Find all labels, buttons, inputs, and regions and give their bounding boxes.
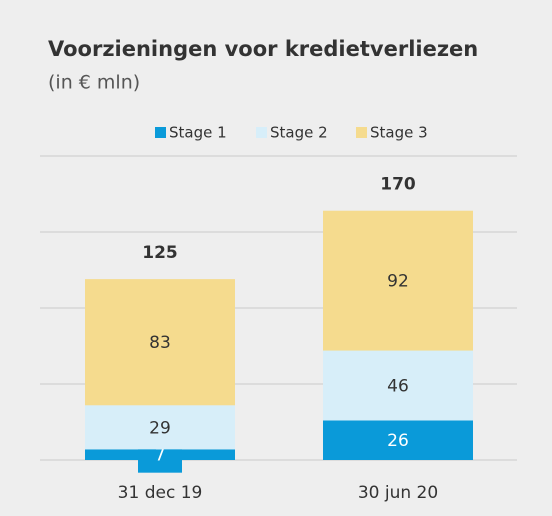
bar-segment xyxy=(323,420,473,460)
value-label: 26 xyxy=(387,431,409,451)
x-tick-label: 31 dec 19 xyxy=(118,483,203,503)
legend-swatch xyxy=(155,127,166,138)
bar-segment xyxy=(85,279,235,406)
legend-label: Stage 3 xyxy=(370,124,428,142)
value-label: 7 xyxy=(155,446,166,466)
chart-title: Voorzieningen voor kredietverliezen xyxy=(48,37,478,61)
x-tick-label: 30 jun 20 xyxy=(358,483,438,503)
legend-label: Stage 1 xyxy=(169,124,227,142)
bar-segment xyxy=(323,350,473,421)
legend-swatch xyxy=(356,127,367,138)
chart-subtitle: (in € mln) xyxy=(48,72,140,94)
value-label: 46 xyxy=(387,377,409,397)
value-label: 92 xyxy=(387,272,409,292)
legend-swatch xyxy=(256,127,267,138)
bar-segment xyxy=(85,405,235,450)
total-label: 170 xyxy=(380,175,416,195)
bar-segment xyxy=(323,210,473,351)
value-label: 83 xyxy=(149,333,171,353)
total-label: 125 xyxy=(142,243,178,263)
value-label: 29 xyxy=(149,418,171,438)
legend-label: Stage 2 xyxy=(270,124,328,142)
